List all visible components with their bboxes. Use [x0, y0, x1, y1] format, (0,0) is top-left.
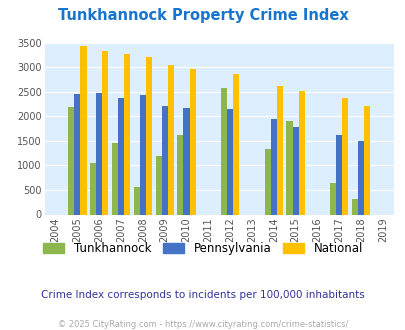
Bar — [351, 199, 357, 214]
Bar — [90, 163, 96, 215]
Bar — [167, 65, 173, 214]
Text: Crime Index corresponds to incidents per 100,000 inhabitants: Crime Index corresponds to incidents per… — [41, 290, 364, 300]
Text: © 2025 CityRating.com - https://www.cityrating.com/crime-statistics/: © 2025 CityRating.com - https://www.city… — [58, 320, 347, 329]
Bar — [145, 57, 151, 215]
Bar — [276, 86, 282, 214]
Bar — [270, 119, 276, 214]
Bar — [363, 106, 369, 214]
Bar — [189, 69, 195, 214]
Bar — [118, 98, 124, 214]
Bar — [335, 135, 341, 214]
Bar — [357, 142, 363, 214]
Bar — [220, 88, 226, 214]
Bar — [264, 149, 270, 214]
Bar — [232, 74, 239, 215]
Bar — [124, 54, 130, 214]
Bar — [341, 98, 347, 214]
Bar — [80, 46, 86, 214]
Legend: Tunkhannock, Pennsylvania, National: Tunkhannock, Pennsylvania, National — [38, 237, 367, 260]
Bar — [177, 135, 183, 214]
Bar — [329, 182, 335, 214]
Bar — [298, 91, 304, 214]
Bar — [161, 106, 167, 214]
Bar — [183, 108, 189, 214]
Bar — [155, 156, 161, 215]
Bar — [139, 95, 145, 214]
Bar — [286, 121, 292, 214]
Bar — [112, 144, 118, 214]
Bar — [292, 127, 298, 214]
Bar — [133, 187, 139, 214]
Bar — [226, 109, 232, 214]
Bar — [68, 107, 74, 214]
Bar — [102, 51, 108, 214]
Text: Tunkhannock Property Crime Index: Tunkhannock Property Crime Index — [58, 8, 347, 23]
Bar — [74, 94, 80, 214]
Bar — [96, 93, 102, 214]
